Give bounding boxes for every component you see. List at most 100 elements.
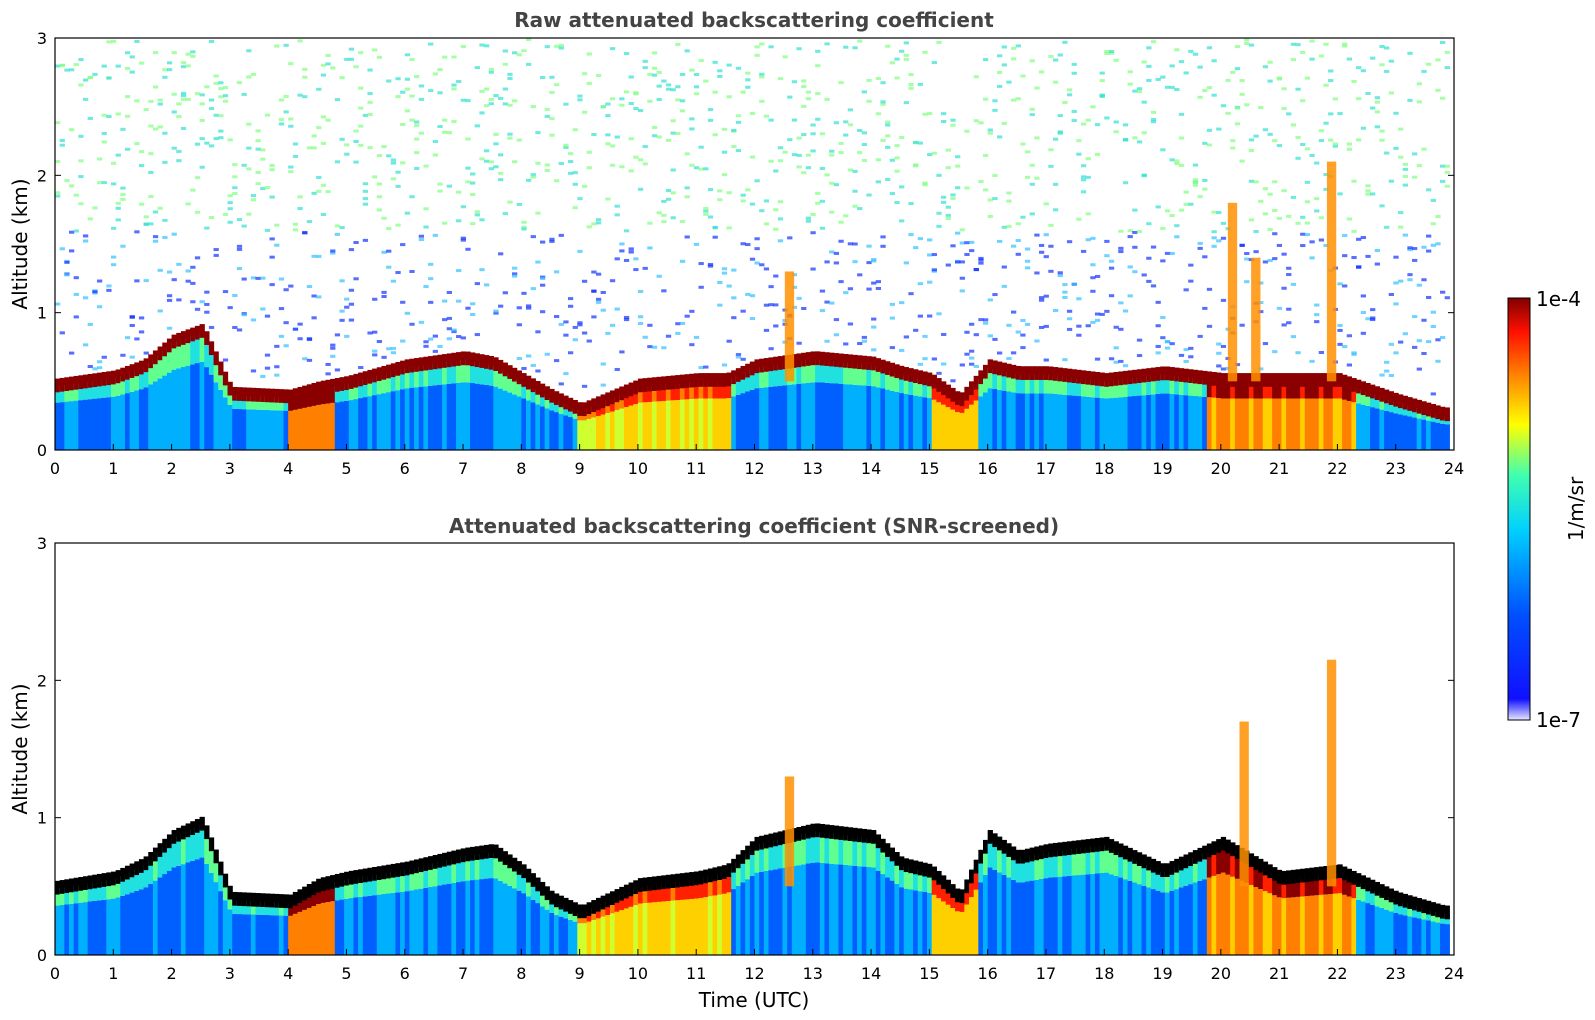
heatmap-cell <box>432 385 438 450</box>
noise-cell <box>665 87 672 91</box>
heatmap-cell <box>316 381 322 396</box>
noise-cell <box>628 169 634 173</box>
heatmap-cell <box>330 875 336 889</box>
heatmap-cell <box>241 409 247 450</box>
heatmap-cell <box>549 397 555 411</box>
heatmap-cell <box>460 382 466 450</box>
noise-cell <box>255 129 261 133</box>
noise-cell <box>1150 110 1157 114</box>
noise-cell <box>190 188 196 192</box>
heatmap-cell <box>1113 849 1119 876</box>
heatmap-cell <box>633 888 639 906</box>
noise-cell <box>1108 50 1115 54</box>
noise-cell <box>1062 290 1068 294</box>
noise-cell <box>642 59 648 63</box>
heatmap-cell <box>1169 393 1175 450</box>
noise-cell <box>609 163 616 167</box>
noise-cell <box>1426 249 1432 253</box>
heatmap-cell <box>1155 869 1161 891</box>
noise-cell <box>987 198 993 202</box>
noise-cell <box>1057 130 1063 134</box>
heatmap-cell <box>889 880 895 955</box>
noise-cell <box>1304 221 1311 225</box>
noise-cell <box>1090 289 1096 293</box>
noise-cell <box>213 253 219 257</box>
noise-cell <box>1402 332 1408 336</box>
heatmap-cell <box>390 892 397 955</box>
heatmap-cell <box>1052 877 1059 955</box>
heatmap-cell <box>1407 916 1413 955</box>
noise-cell <box>1342 345 1348 349</box>
noise-cell <box>1220 221 1227 225</box>
heatmap-cell <box>913 377 919 396</box>
noise-cell <box>945 217 951 221</box>
heatmap-cell <box>334 386 341 403</box>
noise-cell <box>55 64 61 68</box>
heatmap-cell <box>1262 861 1269 876</box>
noise-cell <box>274 223 280 227</box>
heatmap-cell <box>768 386 774 450</box>
noise-cell <box>1435 359 1441 363</box>
heatmap-cell <box>1108 372 1115 387</box>
noise-cell <box>880 244 886 248</box>
noise-cell <box>689 309 695 313</box>
heatmap-cell <box>479 384 485 450</box>
noise-cell <box>1346 147 1353 151</box>
heatmap-cell <box>628 890 634 907</box>
noise-cell <box>1430 243 1436 247</box>
noise-cell <box>801 171 807 175</box>
heatmap-cell <box>1272 867 1278 881</box>
heatmap-cell <box>1132 850 1138 864</box>
noise-cell <box>1029 59 1035 63</box>
noise-cell <box>1309 256 1315 260</box>
heatmap-cell <box>903 367 909 381</box>
noise-cell <box>362 113 369 117</box>
heatmap-cell <box>843 362 849 385</box>
heatmap-cell <box>73 877 79 892</box>
heatmap-cell <box>213 382 219 450</box>
heatmap-cell <box>250 914 257 955</box>
heatmap-cell <box>1239 880 1245 955</box>
heatmap-cell <box>987 367 993 389</box>
heatmap-cell <box>484 363 490 385</box>
noise-cell <box>941 362 947 366</box>
noise-cell <box>353 160 359 164</box>
heatmap-cell <box>941 389 947 405</box>
heatmap-cell <box>684 382 690 400</box>
noise-cell <box>1136 338 1143 342</box>
heatmap-cell <box>1057 850 1063 877</box>
heatmap-cell <box>656 901 662 955</box>
noise-cell <box>376 340 383 344</box>
noise-cell <box>176 102 182 106</box>
heatmap-cell <box>1197 880 1203 955</box>
x-tick-label: 11 <box>686 459 706 478</box>
noise-cell <box>586 150 592 154</box>
noise-cell <box>824 42 830 46</box>
heatmap-cell <box>414 387 420 450</box>
noise-cell <box>852 189 858 193</box>
noise-cell <box>1384 360 1390 364</box>
noise-cell <box>274 365 280 369</box>
noise-cell <box>1206 143 1213 147</box>
heatmap-cell <box>978 849 984 864</box>
heatmap-cell <box>973 859 979 874</box>
noise-cell <box>1258 199 1264 203</box>
heatmap-cell <box>1365 885 1371 904</box>
noise-cell <box>278 98 285 102</box>
heatmap-cell <box>861 828 868 843</box>
noise-cell <box>633 91 639 95</box>
noise-cell <box>1104 239 1110 243</box>
heatmap-cell <box>1360 875 1366 890</box>
heatmap-cell <box>199 324 205 338</box>
heatmap-cell <box>913 369 919 383</box>
heatmap-cell <box>1314 381 1320 399</box>
noise-cell <box>1328 79 1334 83</box>
heatmap-cell <box>637 386 644 403</box>
noise-cell <box>866 78 872 82</box>
noise-cell <box>1267 228 1273 232</box>
heatmap-cell <box>670 383 676 401</box>
noise-cell <box>544 163 550 167</box>
noise-cell <box>1272 180 1278 184</box>
noise-cell <box>1174 88 1180 92</box>
heatmap-cell <box>558 393 564 408</box>
